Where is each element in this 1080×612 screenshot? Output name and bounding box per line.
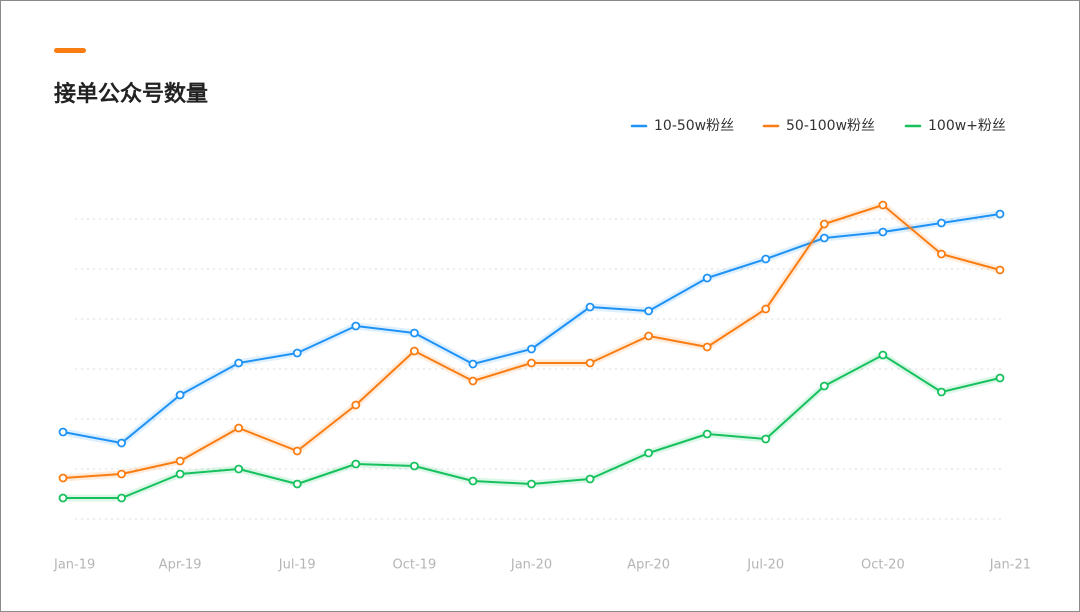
data-point: [819, 233, 829, 243]
data-point: [117, 438, 126, 448]
data-point: [644, 448, 654, 458]
data-point: [644, 306, 654, 316]
data-point: [351, 321, 361, 331]
data-point: [175, 469, 185, 479]
x-tick-label: Jan-21: [989, 558, 1031, 573]
data-point: [175, 390, 185, 400]
data-point: [761, 434, 771, 444]
data-point: [585, 358, 595, 368]
data-point: [527, 479, 536, 489]
data-point: [58, 473, 68, 483]
x-tick-label: Oct-20: [861, 558, 905, 573]
data-point: [527, 358, 536, 368]
x-tick-label: Apr-20: [627, 558, 670, 573]
data-point: [292, 479, 302, 489]
data-point: [117, 469, 126, 479]
data-point: [585, 302, 595, 312]
x-tick-label: Jan-20: [510, 558, 552, 573]
chart-title: 接单公众号数量: [54, 81, 208, 107]
data-point: [117, 493, 126, 503]
data-point: [58, 427, 68, 437]
data-point: [644, 331, 654, 341]
series-glow: [62, 201, 1001, 482]
data-point: [351, 400, 361, 410]
data-point: [995, 373, 1005, 383]
data-point: [234, 358, 244, 368]
data-point: [937, 249, 946, 259]
data-point: [351, 459, 361, 469]
x-tick-label: Jan-19: [53, 558, 95, 573]
x-tick-label: Apr-19: [159, 558, 202, 573]
title-accent: [54, 48, 86, 53]
series-line: [62, 204, 1001, 479]
data-point: [761, 304, 771, 314]
data-point: [409, 461, 419, 471]
data-point: [878, 350, 888, 360]
data-point: [292, 348, 302, 358]
data-point: [468, 476, 478, 486]
data-point: [819, 381, 829, 391]
data-point: [937, 218, 946, 228]
data-point: [409, 328, 419, 338]
data-point: [995, 209, 1005, 219]
data-point: [175, 456, 185, 466]
legend-label: 100w+粉丝: [928, 118, 1006, 134]
data-point: [585, 474, 595, 484]
data-point: [58, 493, 68, 503]
x-tick-label: Jul-19: [278, 558, 316, 573]
data-point: [702, 429, 712, 439]
x-tick-label: Oct-19: [393, 558, 437, 573]
series-line: [63, 354, 1001, 499]
data-point: [995, 265, 1005, 275]
data-point: [409, 346, 419, 356]
data-point: [878, 227, 888, 237]
data-point: [234, 464, 244, 474]
series-glow: [62, 210, 1001, 447]
series-glow: [63, 351, 1001, 502]
data-point: [761, 254, 771, 264]
data-point: [702, 342, 712, 352]
data-point: [234, 423, 244, 433]
data-point: [292, 446, 302, 456]
x-tick-label: Jul-20: [746, 558, 784, 573]
data-point: [468, 359, 478, 369]
series-line: [62, 213, 1001, 444]
data-point: [878, 200, 888, 210]
data-point: [702, 273, 712, 283]
data-point: [468, 376, 478, 386]
legend-label: 50-100w粉丝: [786, 118, 875, 134]
data-point: [819, 219, 829, 229]
data-point: [527, 344, 536, 354]
legend-label: 10-50w粉丝: [654, 118, 734, 134]
data-point: [937, 387, 946, 397]
